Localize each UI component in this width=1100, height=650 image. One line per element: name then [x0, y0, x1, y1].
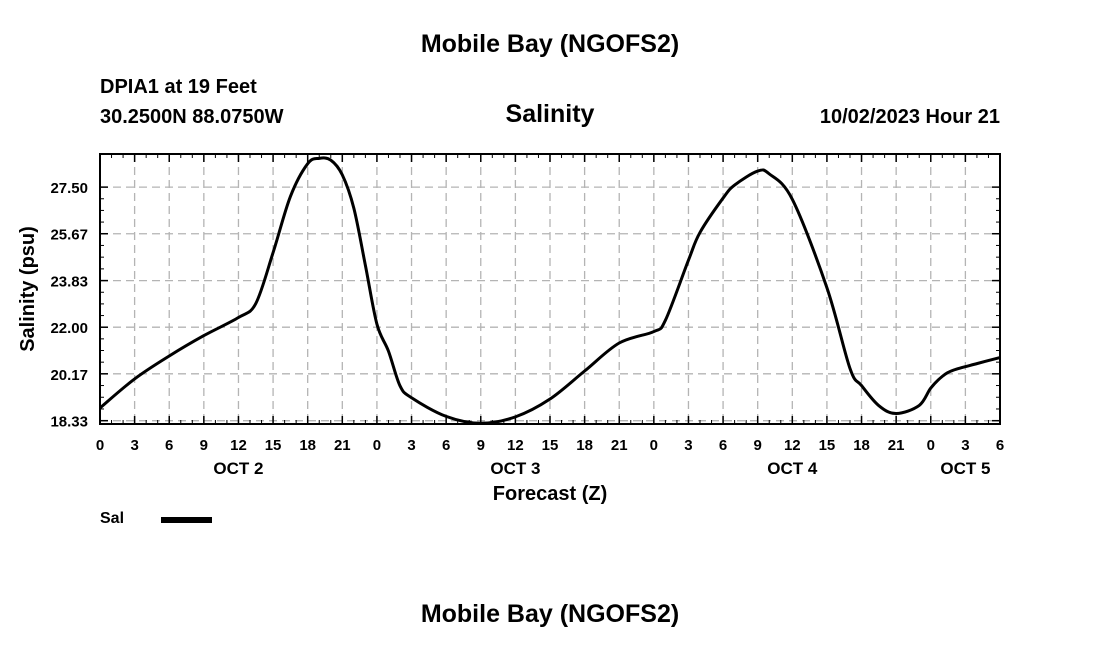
day-label: OCT 4 — [767, 459, 818, 478]
x-tick-label: 18 — [576, 437, 593, 454]
x-tick-label: 6 — [442, 437, 450, 454]
y-axis-title: Salinity (psu) — [17, 226, 39, 352]
y-tick-label: 20.17 — [50, 367, 88, 384]
x-tick-label: 18 — [299, 437, 316, 454]
day-label: OCT 5 — [940, 459, 990, 478]
x-tick-label: 12 — [230, 437, 247, 454]
x-tick-label: 21 — [888, 437, 905, 454]
series-layer — [99, 156, 1001, 425]
page-title: Mobile Bay (NGOFS2) — [420, 30, 680, 58]
x-tick-label: 6 — [165, 437, 173, 454]
x-tick-label: 18 — [853, 437, 870, 454]
legend-swatch — [161, 517, 212, 523]
x-tick-label: 3 — [961, 437, 969, 454]
y-tick-label: 22.00 — [50, 320, 88, 337]
x-tick-label: 12 — [784, 437, 801, 454]
x-tick-label: 9 — [200, 437, 208, 454]
x-axis-title: Forecast (Z) — [493, 483, 607, 505]
x-tick-label: 9 — [754, 437, 762, 454]
day-label: OCT 3 — [490, 459, 540, 478]
x-tick-label: 15 — [542, 437, 559, 454]
chart-title: Salinity — [505, 100, 595, 128]
x-tick-label: 15 — [265, 437, 282, 454]
x-tick-label: 12 — [507, 437, 524, 454]
x-tick-label: 3 — [684, 437, 692, 454]
series-line-sal — [99, 156, 1001, 425]
x-tick-label: 21 — [334, 437, 351, 454]
footer-title: Mobile Bay (NGOFS2) — [420, 600, 680, 628]
x-tick-label: 9 — [477, 437, 485, 454]
x-tick-label: 0 — [650, 437, 658, 454]
x-tick-label: 15 — [819, 437, 836, 454]
x-tick-label: 0 — [373, 437, 381, 454]
y-tick-label: 25.67 — [50, 227, 88, 244]
y-tick-label: 27.50 — [50, 180, 88, 197]
x-tick-label: 0 — [927, 437, 935, 454]
day-label: OCT 2 — [213, 459, 263, 478]
x-tick-label: 21 — [611, 437, 628, 454]
x-tick-label: 0 — [96, 437, 104, 454]
x-tick-label: 6 — [996, 437, 1004, 454]
x-tick-label: 6 — [719, 437, 727, 454]
grid-lines — [100, 154, 1000, 424]
run-time: 10/02/2023 Hour 21 — [819, 106, 1000, 128]
x-tick-label: 3 — [407, 437, 415, 454]
station-coordinates: 30.2500N 88.0750W — [100, 106, 284, 128]
y-tick-label: 18.33 — [50, 414, 88, 431]
x-tick-label: 3 — [130, 437, 138, 454]
legend-label: Sal — [100, 510, 125, 527]
axis-labels: 0 3 6 9 12 15 18 21 0 3 6 9 12 15 18 21 0 3 6 9 12 15 18 21 0 3 6 1… — [17, 180, 1004, 505]
station-name: DPIA1 at 19 Feet — [100, 76, 257, 98]
y-tick-label: 23.83 — [50, 274, 88, 291]
